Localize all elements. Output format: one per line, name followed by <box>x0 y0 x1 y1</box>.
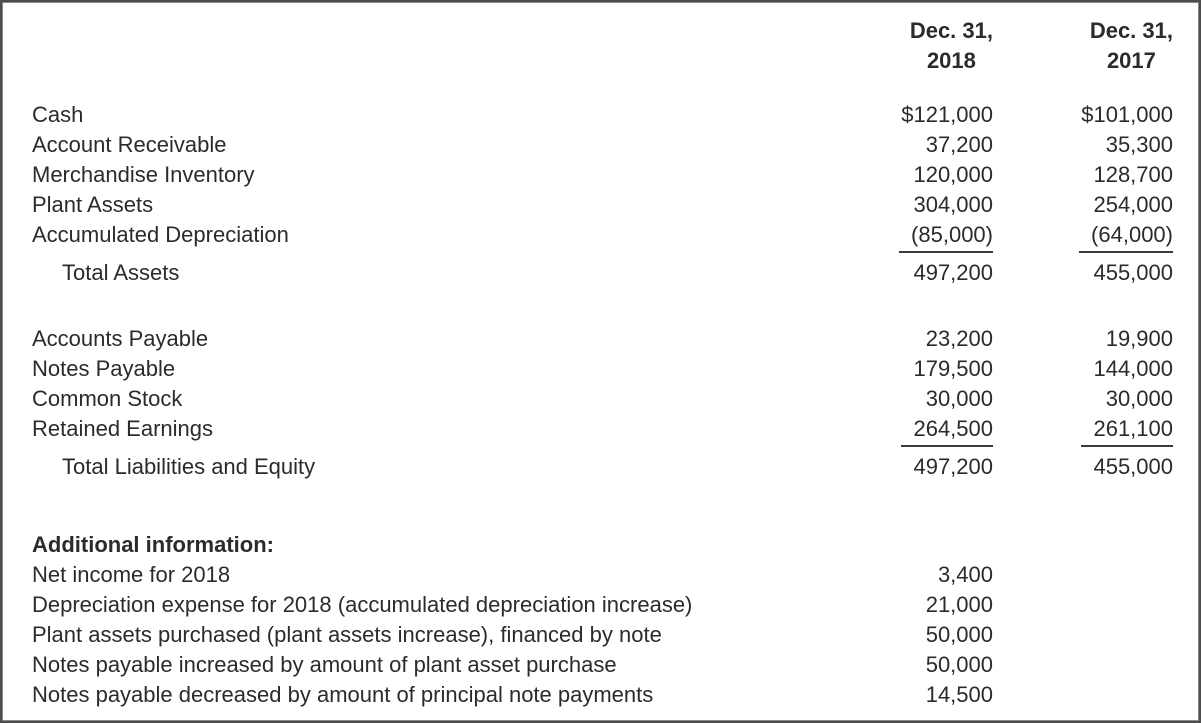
table-row-common-stock: Common Stock 30,000 30,000 <box>32 384 1173 414</box>
table-row-merchandise-inventory: Merchandise Inventory 120,000 128,700 <box>32 160 1173 190</box>
row-value-2018: (85,000) <box>873 220 993 253</box>
row-label: Merchandise Inventory <box>32 162 255 187</box>
total-label: Total Liabilities and Equity <box>62 454 316 479</box>
row-value: 14,500 <box>925 682 993 707</box>
row-value-2018: 30,000 <box>925 386 993 411</box>
additional-row-plant-assets-purchased: Plant assets purchased (plant assets inc… <box>32 620 1173 650</box>
underlined-value: (85,000) <box>899 220 993 253</box>
row-value-2018: 37,200 <box>925 132 993 157</box>
underlined-value: 261,100 <box>1081 414 1173 447</box>
row-value-2017: $101,000 <box>1081 102 1173 127</box>
additional-row-notes-payable-decreased: Notes payable decreased by amount of pri… <box>32 680 1173 710</box>
total-label: Total Assets <box>62 260 180 285</box>
additional-row-notes-payable-increased: Notes payable increased by amount of pla… <box>32 650 1173 680</box>
table-row-retained-earnings: Retained Earnings 264,500 261,100 <box>32 414 1173 447</box>
row-value-2018: 23,200 <box>925 326 993 351</box>
table-row-total-liabilities-equity: Total Liabilities and Equity 497,200 455… <box>32 452 1173 482</box>
additional-row-depreciation-expense: Depreciation expense for 2018 (accumulat… <box>32 590 1173 620</box>
additional-information-section: Additional information: Net income for 2… <box>32 530 1173 710</box>
header-2017-line1: Dec. 31, <box>1089 18 1173 43</box>
row-value-2018: 304,000 <box>913 192 993 217</box>
table-row-accounts-payable: Accounts Payable 23,200 19,900 <box>32 324 1173 354</box>
table-row-total-assets: Total Assets 497,200 455,000 <box>32 258 1173 288</box>
row-value-2017: (64,000) <box>993 220 1173 253</box>
header-2017-line2: 2017 <box>1106 48 1156 73</box>
additional-heading: Additional information: <box>32 532 274 557</box>
additional-row-net-income: Net income for 2018 3,400 <box>32 560 1173 590</box>
total-value-2018: 497,200 <box>913 454 993 479</box>
table-row-plant-assets: Plant Assets 304,000 254,000 <box>32 190 1173 220</box>
row-value-2017: 30,000 <box>1105 386 1173 411</box>
assets-section: Cash $121,000 $101,000 Account Receivabl… <box>32 100 1173 288</box>
row-value-2017: 35,300 <box>1105 132 1173 157</box>
row-label: Notes payable increased by amount of pla… <box>32 652 617 677</box>
row-value-2017: 261,100 <box>993 414 1173 447</box>
row-label: Plant assets purchased (plant assets inc… <box>32 622 662 647</box>
row-label: Notes payable decreased by amount of pri… <box>32 682 654 707</box>
row-label: Notes Payable <box>32 356 176 381</box>
row-value-2018: 120,000 <box>913 162 993 187</box>
row-label: Accounts Payable <box>32 326 209 351</box>
row-value: 21,000 <box>925 592 993 617</box>
total-value-2018: 497,200 <box>913 260 993 285</box>
row-value-2017: 19,900 <box>1105 326 1173 351</box>
column-header-2017: Dec. 31, 2017 <box>993 16 1173 76</box>
row-label: Plant Assets <box>32 192 154 217</box>
row-value: 50,000 <box>925 622 993 647</box>
table-row-accounts-receivable: Account Receivable 37,200 35,300 <box>32 130 1173 160</box>
row-label: Cash <box>32 102 84 127</box>
table-row-cash: Cash $121,000 $101,000 <box>32 100 1173 130</box>
table-row-accumulated-depreciation: Accumulated Depreciation (85,000) (64,00… <box>32 220 1173 253</box>
row-label: Retained Earnings <box>32 416 214 441</box>
row-value: 3,400 <box>937 562 993 587</box>
row-value-2018: 264,500 <box>873 414 993 447</box>
row-value-2017: 128,700 <box>1093 162 1173 187</box>
row-label: Common Stock <box>32 386 183 411</box>
underlined-value: 264,500 <box>901 414 993 447</box>
row-label: Account Receivable <box>32 132 227 157</box>
row-value-2018: $121,000 <box>901 102 993 127</box>
row-value: 50,000 <box>925 652 993 677</box>
row-label: Net income for 2018 <box>32 562 231 587</box>
column-header-2018: Dec. 31, 2018 <box>873 16 993 76</box>
row-value-2017: 144,000 <box>1093 356 1173 381</box>
row-value-2018: 179,500 <box>913 356 993 381</box>
total-value-2017: 455,000 <box>1093 260 1173 285</box>
row-label: Depreciation expense for 2018 (accumulat… <box>32 592 693 617</box>
column-header-2017-text: Dec. 31, 2017 <box>1090 16 1173 76</box>
table-row-notes-payable: Notes Payable 179,500 144,000 <box>32 354 1173 384</box>
additional-heading-row: Additional information: <box>32 530 1173 560</box>
header-2018-line2: 2018 <box>926 48 976 73</box>
column-header-row: Dec. 31, 2018 Dec. 31, 2017 <box>32 16 1173 76</box>
header-2018-line1: Dec. 31, <box>909 18 993 43</box>
liabilities-section: Accounts Payable 23,200 19,900 Notes Pay… <box>32 324 1173 482</box>
column-header-2018-text: Dec. 31, 2018 <box>910 16 993 76</box>
total-value-2017: 455,000 <box>1093 454 1173 479</box>
row-label: Accumulated Depreciation <box>32 222 289 247</box>
row-value-2017: 254,000 <box>1093 192 1173 217</box>
underlined-value: (64,000) <box>1079 220 1173 253</box>
